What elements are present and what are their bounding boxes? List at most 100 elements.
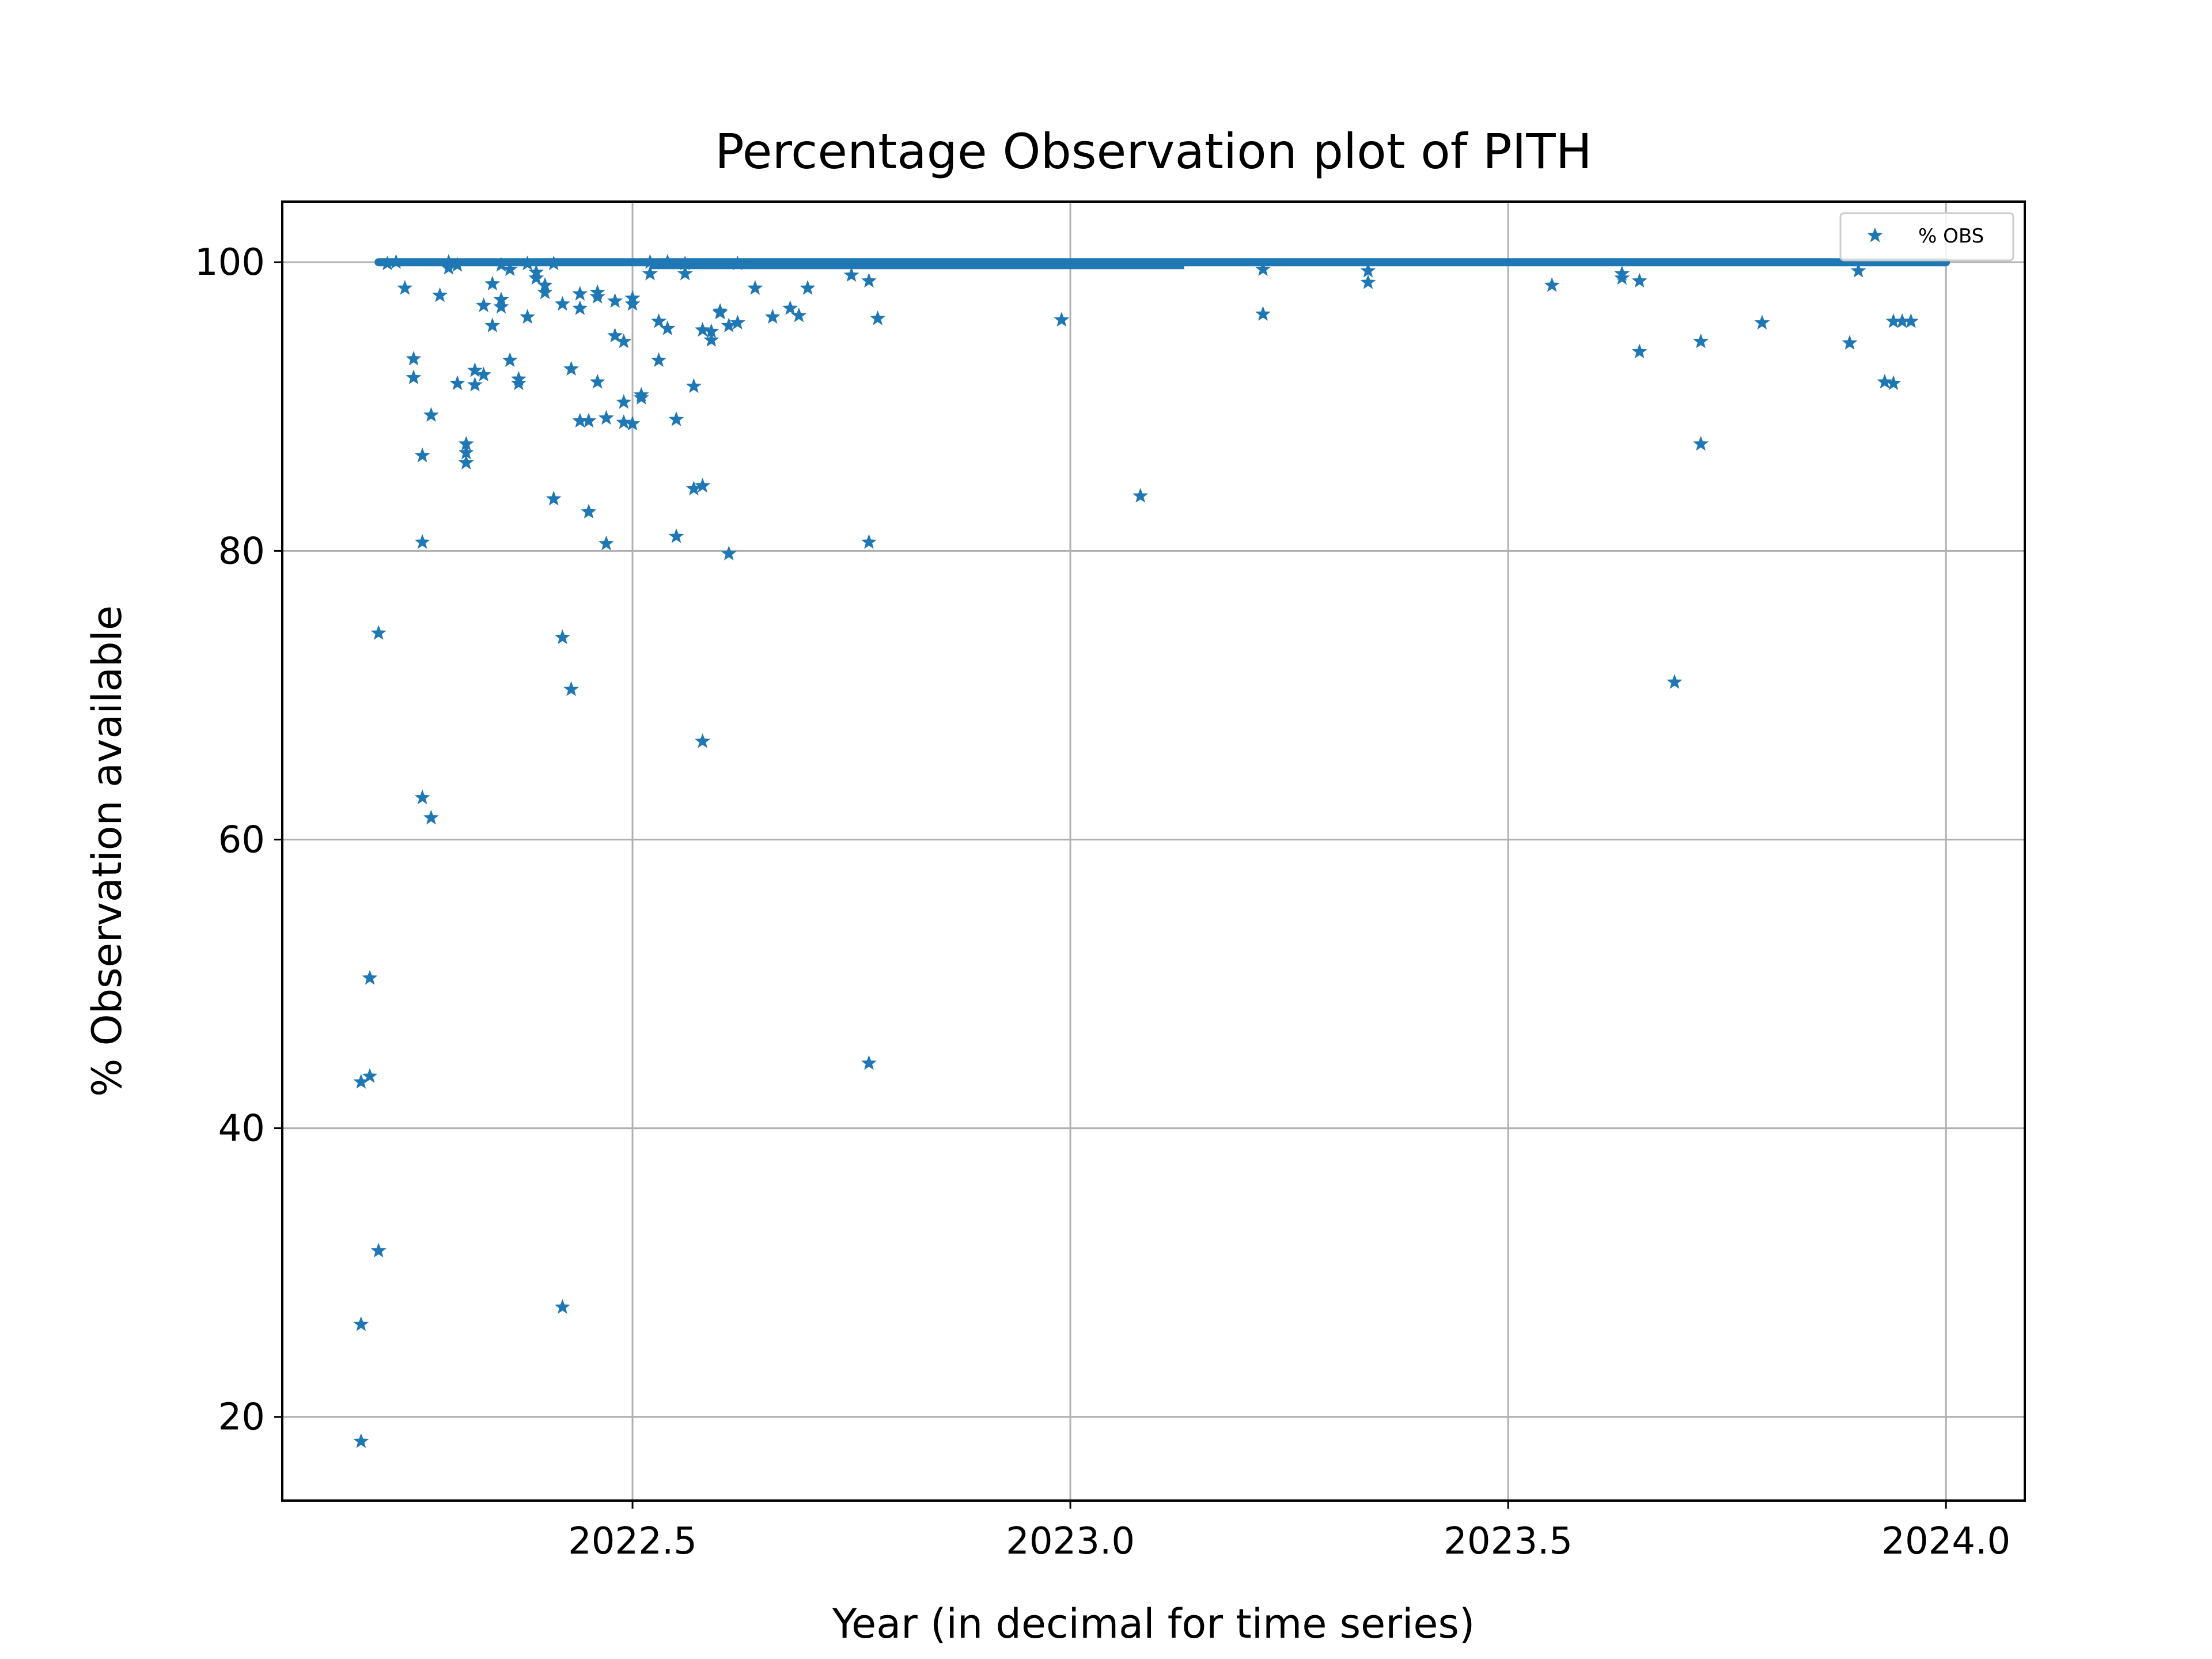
y-tick-label: 100 xyxy=(195,241,265,284)
data-point xyxy=(1850,263,1866,278)
data-point xyxy=(1631,272,1647,288)
data-point xyxy=(1544,277,1560,292)
data-point xyxy=(554,296,570,311)
data-point xyxy=(861,272,877,288)
data-point xyxy=(703,332,719,347)
data-point xyxy=(1885,375,1902,391)
data-point xyxy=(1614,266,1630,281)
data-point xyxy=(624,415,641,431)
data-point xyxy=(520,309,536,324)
data-point xyxy=(1360,263,1376,278)
data-point xyxy=(388,254,404,269)
data-point xyxy=(528,270,544,285)
data-point xyxy=(791,307,807,323)
data-point xyxy=(1255,306,1271,321)
data-point xyxy=(362,969,378,985)
data-point xyxy=(1877,374,1893,389)
data-point xyxy=(441,260,457,275)
data-point xyxy=(660,254,676,269)
data-point xyxy=(353,1433,369,1448)
legend-box xyxy=(1839,212,2014,262)
y-tick-label: 40 xyxy=(218,1108,265,1150)
data-point xyxy=(476,297,492,312)
data-point xyxy=(721,546,737,560)
data-point xyxy=(353,1316,369,1331)
data-point xyxy=(651,352,667,368)
data-point xyxy=(624,296,641,311)
legend: % OBS xyxy=(1839,212,2014,262)
data-point xyxy=(1903,313,1919,328)
legend-marker-star xyxy=(1867,227,1883,243)
y-tick-label: 80 xyxy=(218,530,265,573)
data-point xyxy=(598,410,614,425)
data-point xyxy=(685,378,702,393)
data-point xyxy=(581,503,597,519)
data-point xyxy=(1693,435,1709,451)
data-point xyxy=(861,534,877,549)
data-point xyxy=(589,289,605,304)
data-point xyxy=(493,298,509,314)
legend-label: % OBS xyxy=(1918,225,1984,248)
data-point xyxy=(441,254,457,269)
data-point xyxy=(572,300,588,315)
data-point xyxy=(406,350,422,366)
data-point xyxy=(616,394,632,409)
data-point xyxy=(362,1068,378,1083)
data-point xyxy=(1614,270,1630,285)
data-point xyxy=(1842,335,1858,350)
data-point xyxy=(458,454,474,469)
data-point xyxy=(729,315,745,329)
data-point xyxy=(870,310,886,325)
data-point xyxy=(712,304,728,320)
data-point xyxy=(537,277,553,292)
data-point xyxy=(598,535,614,551)
data-point xyxy=(414,789,430,805)
y-axis-label: % Observation available xyxy=(84,605,131,1097)
data-point xyxy=(484,317,501,332)
data-point xyxy=(581,412,597,428)
data-points xyxy=(353,254,1919,1448)
data-point xyxy=(554,629,570,645)
data-point xyxy=(616,333,632,349)
data-point xyxy=(695,733,711,748)
data-point xyxy=(616,414,632,429)
data-point xyxy=(677,266,693,281)
data-point xyxy=(861,1055,877,1070)
data-point xyxy=(423,809,439,825)
data-point xyxy=(695,321,711,337)
chart-title: Percentage Observation plot of PITH xyxy=(715,123,1592,180)
data-point xyxy=(1132,487,1149,503)
data-point xyxy=(510,371,527,386)
data-point xyxy=(1754,315,1770,329)
x-tick-label: 2024.0 xyxy=(1881,1520,2010,1563)
data-point xyxy=(397,280,413,295)
data-point xyxy=(633,387,649,402)
data-point xyxy=(414,534,430,549)
plot-frame xyxy=(281,200,2026,1502)
data-point xyxy=(458,444,474,460)
data-point xyxy=(782,300,798,315)
data-point xyxy=(467,362,483,377)
data-point xyxy=(406,369,422,385)
data-point xyxy=(449,375,465,391)
axis-ticks: 2022.5 2023.0 2023.5 2024.0 20 40 60 80 100 xyxy=(195,241,2010,1563)
data-point xyxy=(484,275,501,291)
data-point xyxy=(1693,333,1709,349)
data-point xyxy=(520,255,536,271)
data-point xyxy=(642,254,658,269)
data-point xyxy=(563,681,579,696)
data-point xyxy=(747,280,763,295)
data-point xyxy=(370,1243,387,1257)
x-tick-label: 2023.5 xyxy=(1444,1520,1573,1563)
data-point xyxy=(502,261,518,276)
data-point xyxy=(449,257,465,272)
data-point xyxy=(1360,274,1376,289)
data-point xyxy=(729,255,745,271)
data-point xyxy=(800,280,816,295)
data-point xyxy=(1631,343,1647,359)
data-point xyxy=(414,447,430,463)
data-point xyxy=(467,377,483,392)
data-point xyxy=(1255,261,1271,276)
